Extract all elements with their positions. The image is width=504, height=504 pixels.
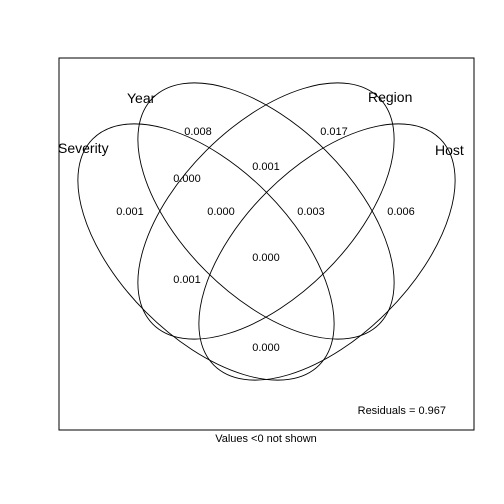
region-value-severity-year-region: 0.000 xyxy=(207,206,235,218)
set-label-region: Region xyxy=(368,89,412,105)
region-value-year-region: 0.001 xyxy=(252,161,280,173)
region-value-region-host: 0.003 xyxy=(297,206,325,218)
ellipse-region xyxy=(137,82,395,340)
plot-frame xyxy=(58,57,475,431)
set-label-severity: Severity xyxy=(58,140,109,156)
region-value-region-only: 0.017 xyxy=(320,126,348,138)
region-value-all-four: 0.000 xyxy=(252,252,280,264)
set-label-host: Host xyxy=(435,142,464,158)
region-value-severity-year: 0.000 xyxy=(173,173,201,185)
residuals-text: Residuals = 0.967 xyxy=(358,405,446,417)
ellipse-year xyxy=(137,82,395,340)
ellipse-host xyxy=(198,123,456,381)
region-value-host-only: 0.006 xyxy=(387,206,415,218)
region-value-severity-host: 0.000 xyxy=(252,342,280,354)
footnote-text: Values <0 not shown xyxy=(215,433,317,445)
region-value-year-only: 0.008 xyxy=(184,126,212,138)
region-value-severity-only: 0.001 xyxy=(116,206,144,218)
set-label-year: Year xyxy=(127,90,156,106)
ellipse-severity xyxy=(77,123,335,381)
region-value-severity-year-host: 0.001 xyxy=(173,274,201,286)
